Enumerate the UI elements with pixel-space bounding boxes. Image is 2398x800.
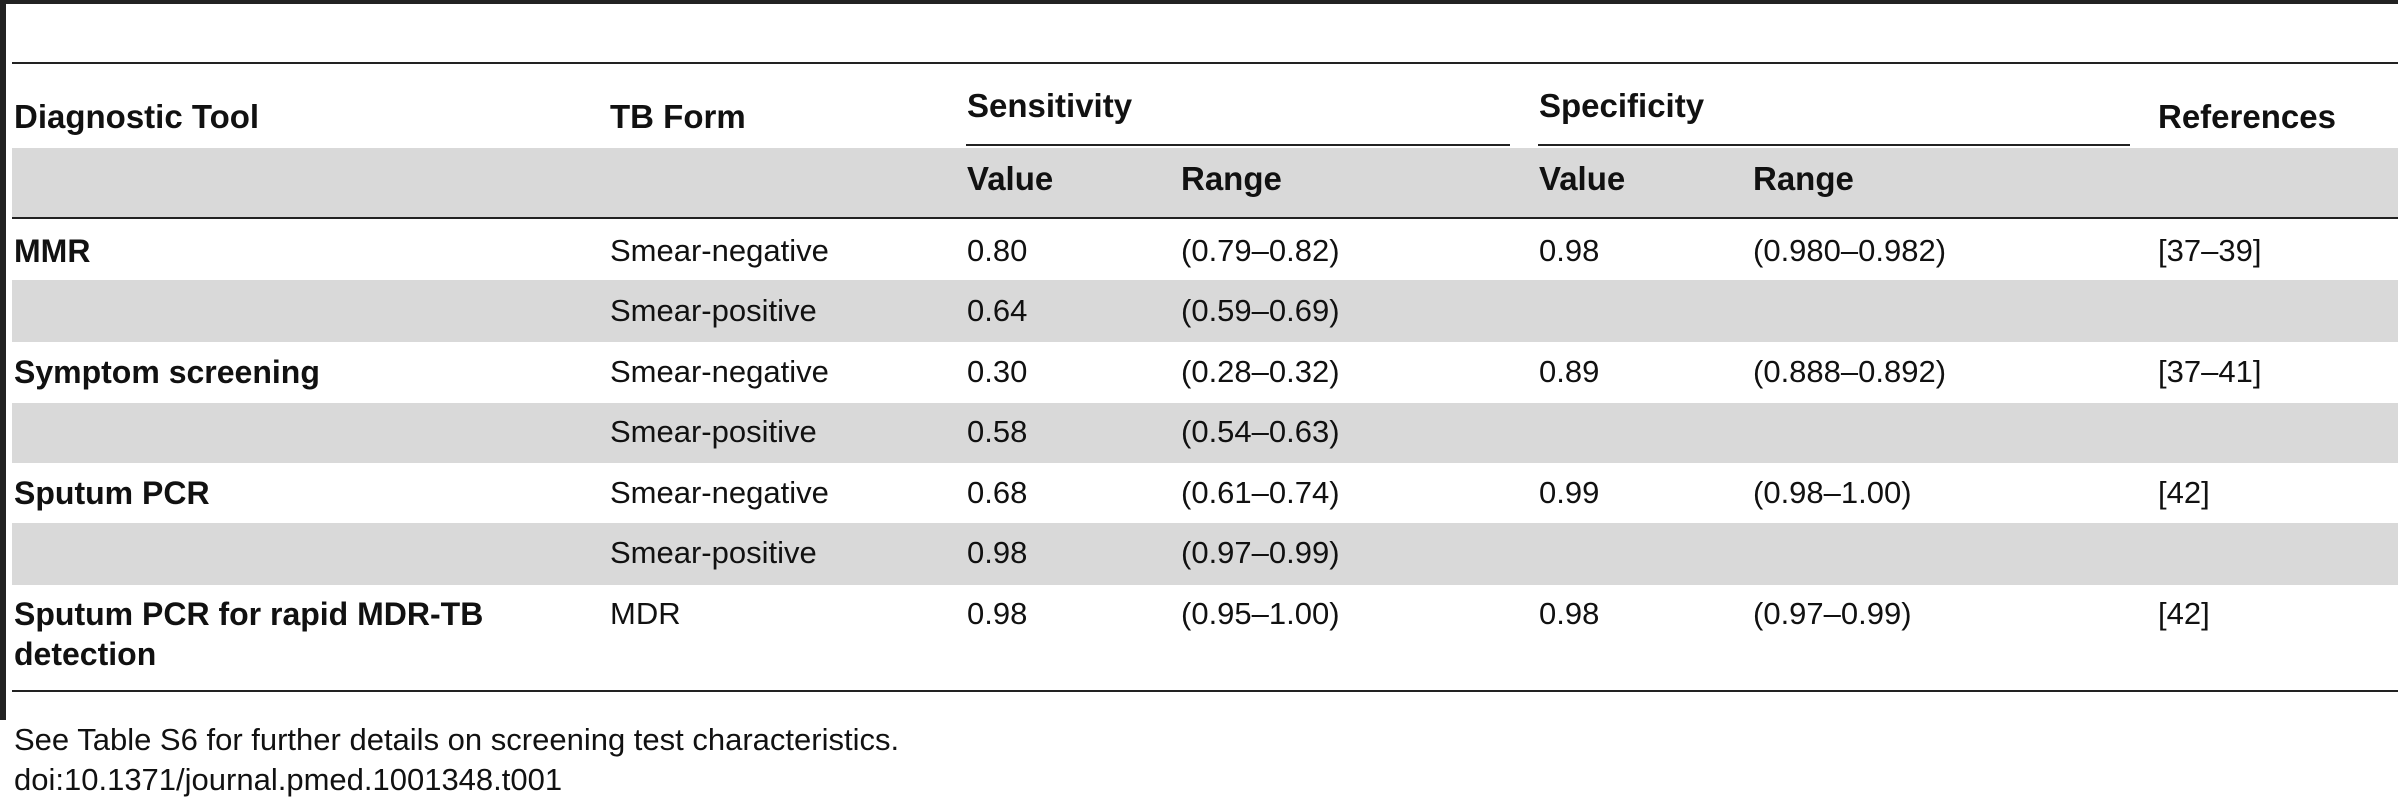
table-row-sens-range: (0.95–1.00) <box>1181 596 1340 631</box>
header-references: References <box>2158 98 2336 135</box>
table-row-spec-value: 0.99 <box>1539 475 1600 510</box>
header-bottom-rule <box>12 217 2398 219</box>
table-row-form: Smear-negative <box>610 233 829 268</box>
table-row-sens-range: (0.61–0.74) <box>1181 475 1340 510</box>
subheader-band <box>12 148 2398 218</box>
header-specificity-range: Range <box>1753 160 1854 197</box>
table-row-spec-value: 0.98 <box>1539 233 1600 268</box>
table-row-spec-value: 0.98 <box>1539 596 1600 631</box>
table-bottom-rule <box>12 690 2398 692</box>
table-row-tool: Sputum PCR for rapid MDR-TB detection <box>14 596 484 672</box>
row-band-1 <box>12 280 2398 342</box>
table-row-form: Smear-positive <box>610 414 817 449</box>
row-band-3 <box>12 403 2398 463</box>
table-row-sens-range: (0.97–0.99) <box>1181 535 1340 570</box>
table-row-sens-range: (0.59–0.69) <box>1181 293 1340 328</box>
table-row-form: Smear-positive <box>610 293 817 328</box>
header-sensitivity-range: Range <box>1181 160 1282 197</box>
table-row-tool: Sputum PCR <box>14 475 210 511</box>
left-border <box>0 0 6 720</box>
header-sensitivity: Sensitivity <box>967 87 1133 124</box>
table-row-spec-range: (0.97–0.99) <box>1753 596 1912 631</box>
sensitivity-underline <box>966 144 1510 146</box>
table-row-form: Smear-negative <box>610 354 829 389</box>
header-specificity: Specificity <box>1539 87 1705 124</box>
header-top-rule <box>12 62 2398 64</box>
table-row-spec-range: (0.98–1.00) <box>1753 475 1912 510</box>
doi-link[interactable]: doi:10.1371/journal.pmed.1001348.t001 <box>14 762 563 797</box>
table-row-sens-value: 0.58 <box>967 414 1028 449</box>
header-diagnostic-tool: Diagnostic Tool <box>14 98 260 135</box>
table-row-spec-range: (0.888–0.892) <box>1753 354 1947 389</box>
table-row-sens-value: 0.68 <box>967 475 1028 510</box>
table-row-sens-value: 0.64 <box>967 293 1028 328</box>
row-band-5 <box>12 523 2398 585</box>
top-rule <box>0 0 2398 4</box>
table-row-refs: [42] <box>2158 596 2210 631</box>
specificity-underline <box>1538 144 2130 146</box>
table-row-tool: MMR <box>14 233 91 269</box>
header-specificity-value: Value <box>1539 160 1626 197</box>
table-row-refs: [37–41] <box>2158 354 2262 389</box>
table-row-refs: [42] <box>2158 475 2210 510</box>
table-row-form: Smear-negative <box>610 475 829 510</box>
table-row-tool: Symptom screening <box>14 354 320 390</box>
header-tb-form: TB Form <box>610 98 746 135</box>
table-row-sens-range: (0.28–0.32) <box>1181 354 1340 389</box>
table-row-sens-value: 0.80 <box>967 233 1028 268</box>
table-row-sens-value: 0.30 <box>967 354 1028 389</box>
table-row-spec-range: (0.980–0.982) <box>1753 233 1947 268</box>
table-row-refs: [37–39] <box>2158 233 2262 268</box>
table-row-spec-value: 0.89 <box>1539 354 1600 389</box>
table-footnote: See Table S6 for further details on scre… <box>14 722 900 757</box>
table-row-sens-value: 0.98 <box>967 596 1028 631</box>
table-row-sens-range: (0.79–0.82) <box>1181 233 1340 268</box>
header-sensitivity-value: Value <box>967 160 1054 197</box>
table-row-form: Smear-positive <box>610 535 817 570</box>
table-row-sens-range: (0.54–0.63) <box>1181 414 1340 449</box>
table-row-form: MDR <box>610 596 681 631</box>
table-row-sens-value: 0.98 <box>967 535 1028 570</box>
